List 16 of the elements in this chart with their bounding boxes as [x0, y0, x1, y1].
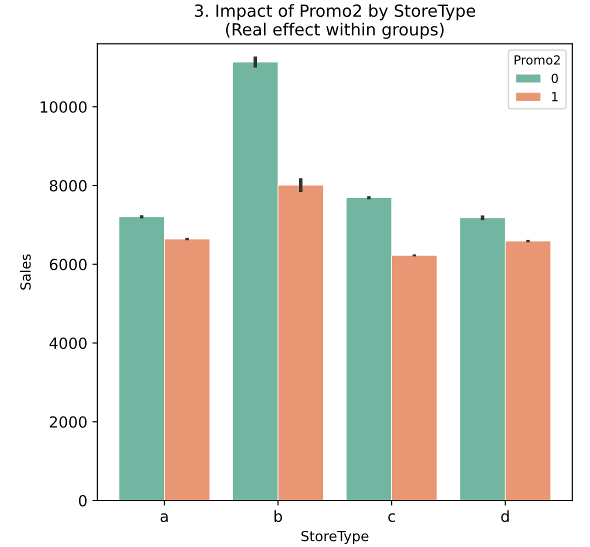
y-tick-label: 0	[78, 494, 87, 507]
x-tick-label: c	[388, 513, 395, 522]
y-axis-title: Sales	[20, 254, 31, 290]
x-tick-label: d	[501, 510, 509, 522]
x-tick-label: b	[274, 510, 282, 522]
y-tick-label: 8000	[50, 180, 87, 192]
y-tick-label: 10000	[40, 101, 87, 113]
x-axis-title: StoreType	[301, 530, 368, 544]
y-tick-label: 6000	[50, 258, 87, 270]
x-tick-label: a	[160, 513, 168, 522]
chart-title: 3. Impact of Promo2 by StoreType (Real effect within groups)	[194, 4, 476, 39]
legend-label: 1	[552, 92, 558, 102]
legend-title: Promo2	[514, 55, 560, 65]
y-tick-label: 4000	[49, 337, 87, 350]
y-tick-label: 2000	[50, 416, 87, 428]
legend-label: 0	[552, 74, 558, 84]
